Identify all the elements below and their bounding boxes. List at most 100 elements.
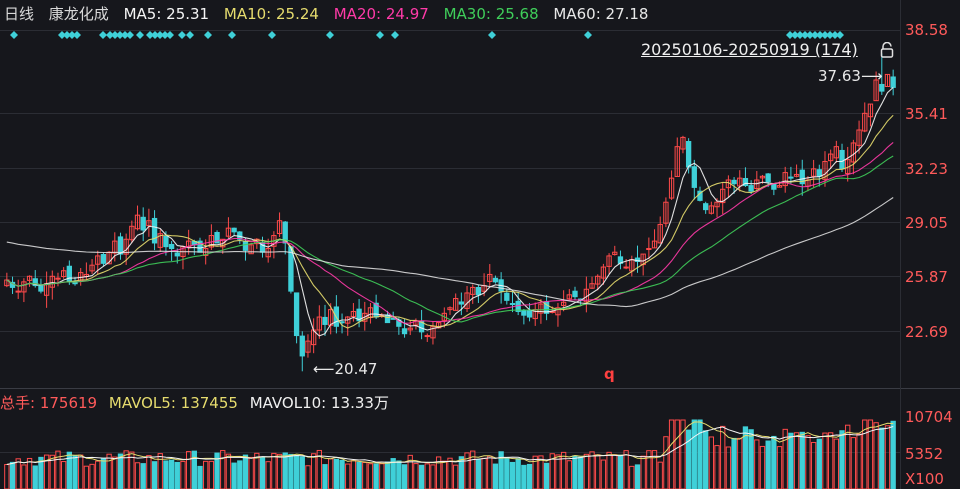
candle xyxy=(856,129,862,146)
volume-bar xyxy=(867,419,874,489)
volume-bar xyxy=(305,465,311,489)
volume-bar xyxy=(356,461,362,489)
candle xyxy=(748,185,754,192)
volume-bar xyxy=(66,451,72,489)
candle xyxy=(771,183,777,190)
volume-bar xyxy=(606,451,612,489)
volume-bar xyxy=(299,456,305,489)
volume-bar xyxy=(345,463,351,489)
volume-bar xyxy=(765,440,771,489)
candle xyxy=(822,160,828,180)
signal-diamond xyxy=(376,31,384,39)
price-axis-tick: 29.05 xyxy=(905,214,948,232)
candle xyxy=(737,177,743,187)
ma20-value: MA20: 24.97 xyxy=(333,5,429,23)
volume-bar xyxy=(293,454,300,489)
volume-bar xyxy=(282,452,288,489)
signal-diamond xyxy=(116,31,124,39)
candle xyxy=(720,188,726,204)
volume-bar xyxy=(379,463,385,489)
volume-bar xyxy=(515,458,521,489)
candle xyxy=(362,312,368,322)
volume-bar xyxy=(447,457,453,489)
volume-bar xyxy=(583,453,590,489)
signal-diamond xyxy=(268,31,276,39)
volume-bar xyxy=(589,451,595,489)
volume-bar xyxy=(322,464,328,489)
volume-bar xyxy=(498,451,504,489)
candle xyxy=(731,179,737,185)
volume-bar xyxy=(214,452,220,489)
volume-bar xyxy=(799,431,805,489)
volume-bar xyxy=(83,465,90,489)
volume-bar xyxy=(737,437,743,489)
candle xyxy=(356,308,362,322)
volume-bar xyxy=(396,460,402,489)
period-label[interactable]: 日线 xyxy=(4,5,35,23)
volume-bar xyxy=(833,438,840,489)
candle xyxy=(168,243,175,250)
volume-bar xyxy=(220,450,226,489)
signal-diamond xyxy=(63,31,71,39)
candle xyxy=(453,298,459,311)
ma60-line xyxy=(6,197,894,308)
signal-diamond xyxy=(326,31,334,39)
candle xyxy=(282,221,288,244)
ma-legend: 日线 康龙化成 MA5: 25.31 MA10: 25.24 MA20: 24.… xyxy=(4,3,904,25)
candle xyxy=(407,327,413,331)
mavol5-value: MAVOL5: 137455 xyxy=(108,394,238,412)
ma10-line xyxy=(6,114,894,329)
candle xyxy=(646,248,652,251)
signal-diamond xyxy=(121,31,129,39)
candle xyxy=(174,252,180,257)
volume-bar xyxy=(413,463,419,489)
candle xyxy=(146,220,152,227)
candle xyxy=(606,255,612,267)
signal-diamond xyxy=(151,31,159,39)
price-axis-tick: 22.69 xyxy=(905,323,948,341)
volume-bar xyxy=(21,464,27,489)
candle xyxy=(151,217,158,244)
volume-bar xyxy=(174,461,180,489)
volume-bar xyxy=(237,460,243,489)
candle xyxy=(884,73,891,87)
signal-diamond xyxy=(228,31,236,39)
signal-diamond xyxy=(811,31,819,39)
volume-bar xyxy=(646,450,652,489)
volume-bar xyxy=(89,463,95,489)
volume-bar xyxy=(373,463,379,489)
total-volume: 总手: 175619 xyxy=(0,394,98,412)
date-range-label[interactable]: 20250106-20250919 (174) xyxy=(641,40,858,59)
candle xyxy=(134,214,141,230)
volume-bar xyxy=(805,435,811,489)
volume-bar xyxy=(475,459,482,489)
candle xyxy=(66,265,72,283)
volume-bar xyxy=(879,427,885,489)
volume-bar xyxy=(140,463,146,489)
candle xyxy=(765,173,771,183)
candle xyxy=(663,201,669,224)
lock-icon[interactable] xyxy=(880,41,894,58)
candle xyxy=(862,112,868,132)
signal-diamond xyxy=(161,31,169,39)
candle xyxy=(242,241,249,251)
volume-bar xyxy=(549,453,555,489)
candle xyxy=(95,255,101,265)
ma5-line xyxy=(6,86,894,337)
volume-bar xyxy=(185,451,192,489)
volume-bar xyxy=(708,436,715,489)
signal-diamond xyxy=(166,31,174,39)
volume-bar xyxy=(572,455,578,489)
signal-diamond xyxy=(831,31,839,39)
candle xyxy=(322,316,328,325)
volume-bar xyxy=(504,457,510,489)
volume-bar xyxy=(487,455,493,489)
candle xyxy=(32,278,38,287)
signal-diamond xyxy=(10,31,18,39)
volume-bar xyxy=(663,436,669,489)
volume-bar xyxy=(384,461,391,489)
volume-bar xyxy=(129,451,135,489)
volume-bar xyxy=(418,464,425,489)
q-marker: q xyxy=(604,365,615,383)
